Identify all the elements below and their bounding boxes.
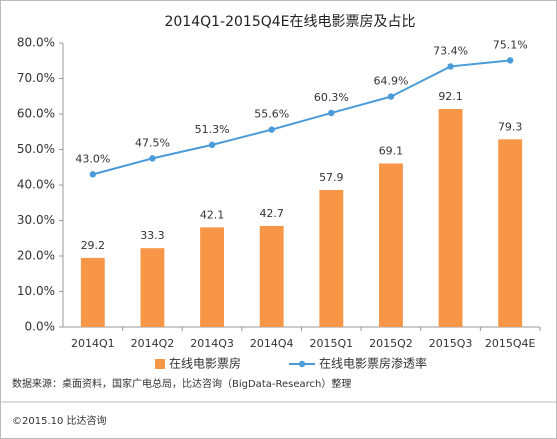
line-value-label: 64.9% xyxy=(373,75,408,88)
line-value-label: 43.0% xyxy=(75,152,110,165)
x-tick-label: 2015Q2 xyxy=(369,337,413,350)
line xyxy=(92,59,511,176)
y-tick-label: 10.0% xyxy=(17,284,55,298)
line-value-label: 75.1% xyxy=(493,38,528,51)
x-tick-label: 2015Q4E xyxy=(485,337,536,350)
legend-swatch xyxy=(298,360,306,368)
bar xyxy=(498,139,523,327)
y-tick-label: 30.0% xyxy=(17,213,55,227)
line-marker xyxy=(447,63,454,70)
line-marker xyxy=(328,109,335,117)
source: 数据来源：桌面资料，国家广电总局，比达咨询（BigData-Research）整… xyxy=(12,377,351,390)
bar-value-label: 69.1 xyxy=(379,144,404,157)
bar xyxy=(319,189,344,327)
bar xyxy=(379,163,403,327)
line-value-label: 51.3% xyxy=(195,123,230,136)
bar xyxy=(200,227,224,327)
line-value-label: 55.6% xyxy=(254,108,289,121)
bar-value-label: 42.1 xyxy=(200,208,225,221)
line-value-label: 60.3% xyxy=(314,91,349,104)
copyright: ©2015.10 比达咨询 xyxy=(12,414,107,427)
x-tick-label: 2015Q3 xyxy=(429,337,473,350)
bar xyxy=(259,225,284,327)
bar-value-label: 79.3 xyxy=(498,120,523,133)
line-marker xyxy=(506,57,514,64)
bar-value-label: 33.3 xyxy=(140,229,165,242)
bar-value-label: 92.1 xyxy=(438,90,463,103)
line-marker xyxy=(268,126,275,133)
y-tick-label: 60.0% xyxy=(17,107,55,121)
y-tick-label: 0.0% xyxy=(25,320,56,334)
bar-value-label: 42.7 xyxy=(259,207,284,220)
legend-label: 在线电影票房渗透率 xyxy=(319,356,427,371)
y-tick-label: 70.0% xyxy=(17,71,55,85)
line-marker xyxy=(208,141,216,149)
line-marker xyxy=(149,155,156,162)
y-tick-label: 40.0% xyxy=(17,178,55,192)
line-value-label: 47.5% xyxy=(135,136,170,149)
bar xyxy=(438,109,463,327)
legend-swatch xyxy=(155,359,165,369)
line-marker xyxy=(387,93,395,100)
x-tick-label: 2014Q1 xyxy=(71,337,115,350)
x-tick-label: 2014Q3 xyxy=(190,337,234,350)
x-tick-label: 2015Q1 xyxy=(309,337,353,350)
x-tick-label: 2014Q2 xyxy=(131,337,175,350)
y-tick-label: 20.0% xyxy=(17,249,55,263)
line-marker xyxy=(89,171,97,178)
legend-label: 在线电影票房 xyxy=(169,356,241,371)
x-tick-label: 2014Q4 xyxy=(250,337,294,350)
bar xyxy=(140,248,165,327)
bar-value-label: 57.9 xyxy=(319,171,344,184)
y-tick-label: 50.0% xyxy=(17,142,55,156)
chart-title: 2014Q1-2015Q4E在线电影票房及占比 xyxy=(164,14,415,30)
y-tick-label: 80.0% xyxy=(17,36,55,50)
bar-value-label: 29.2 xyxy=(81,239,106,252)
line-value-label: 73.4% xyxy=(433,44,468,57)
bar xyxy=(80,257,105,327)
